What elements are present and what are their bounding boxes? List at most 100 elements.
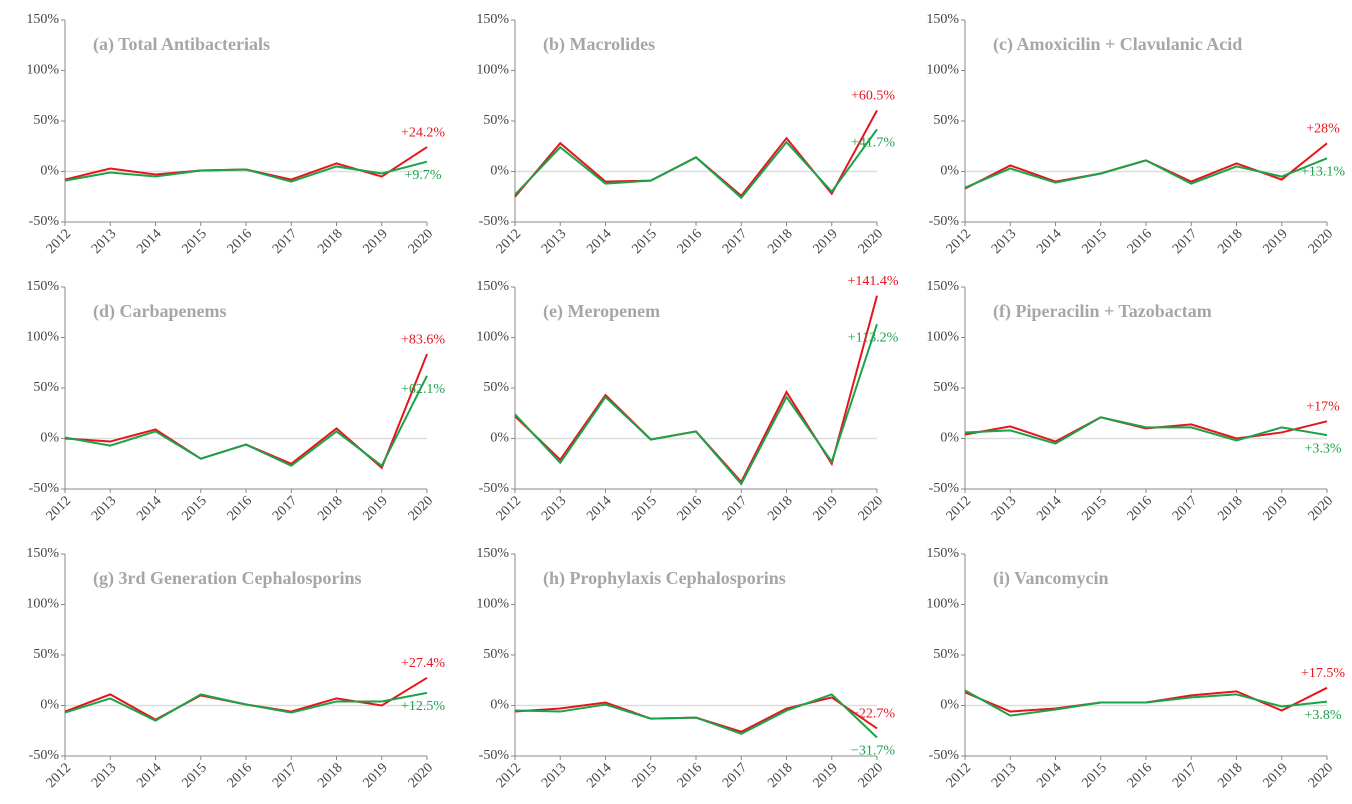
- series-line: [64, 375, 428, 468]
- x-tick-label: 2012: [44, 493, 74, 523]
- x-tick-label: 2016: [675, 226, 705, 256]
- x-tick-label: 2017: [720, 226, 750, 256]
- panel-title: (d) Carbapenems: [93, 301, 227, 322]
- y-tick-label: 100%: [476, 597, 509, 612]
- x-tick-label: 2012: [494, 493, 524, 523]
- y-tick-label: 100%: [26, 597, 59, 612]
- x-tick-label: 2013: [539, 493, 569, 523]
- x-tick-label: 2014: [584, 226, 614, 256]
- x-tick-label: 2012: [44, 226, 74, 256]
- value-label: +28%: [1306, 121, 1340, 136]
- series-line: [64, 676, 428, 721]
- y-tick-label: 150%: [26, 546, 59, 561]
- value-label: −31.7%: [851, 744, 895, 759]
- x-tick-label: 2014: [134, 760, 164, 790]
- series-line: [964, 686, 1328, 713]
- x-tick-label: 2012: [494, 226, 524, 256]
- y-tick-label: 150%: [476, 546, 509, 561]
- x-tick-label: 2017: [720, 760, 750, 790]
- value-label: +13.1%: [1301, 164, 1345, 179]
- x-tick-label: 2017: [720, 493, 750, 523]
- y-tick-label: -50%: [29, 481, 60, 496]
- x-tick-label: 2014: [134, 226, 164, 256]
- x-tick-label: 2016: [225, 493, 255, 523]
- y-tick-label: 100%: [926, 330, 959, 345]
- value-label: +62.1%: [401, 382, 445, 397]
- y-tick-label: 0%: [40, 698, 59, 713]
- x-tick-label: 2018: [1215, 760, 1245, 790]
- y-tick-label: 50%: [933, 380, 959, 395]
- x-tick-label: 2014: [584, 493, 614, 523]
- panel: -50% 0% 50% 100% 150% 2012 2013 2014 2015 2016 201…: [26, 546, 445, 791]
- x-tick-label: 2017: [270, 493, 300, 523]
- x-tick-label: 2012: [944, 226, 974, 256]
- x-tick-label: 2015: [629, 226, 659, 256]
- x-tick-label: 2019: [810, 493, 840, 523]
- panel: -50% 0% 50% 100% 150% 2012 2013 2014 2015 2016 201…: [476, 546, 895, 791]
- x-tick-label: 2016: [225, 226, 255, 256]
- x-tick-label: 2014: [1034, 760, 1064, 790]
- y-tick-label: -50%: [479, 748, 510, 763]
- value-label: +3.8%: [1304, 708, 1341, 723]
- x-tick-label: 2020: [406, 493, 436, 523]
- panel: -50% 0% 50% 100% 150% 2012 2013 2014 2015 2016 201…: [926, 546, 1345, 791]
- series-line: [514, 323, 878, 486]
- y-tick-label: 150%: [476, 12, 509, 27]
- y-tick-label: 50%: [933, 113, 959, 128]
- x-tick-label: 2018: [315, 493, 345, 523]
- x-tick-label: 2018: [765, 493, 795, 523]
- y-tick-label: -50%: [929, 481, 960, 496]
- panel-title: (a) Total Antibacterials: [93, 34, 270, 55]
- value-label: +41.7%: [851, 136, 895, 151]
- y-tick-label: 50%: [483, 380, 509, 395]
- panel: -50% 0% 50% 100% 150% 2012 2013 2014 2015 2016 201…: [26, 12, 445, 257]
- panel: -50% 0% 50% 100% 150% 2012 2013 2014 2015 2016 201…: [476, 12, 895, 257]
- y-tick-label: 100%: [926, 597, 959, 612]
- x-tick-label: 2020: [406, 226, 436, 256]
- series-line: [514, 295, 878, 484]
- x-tick-label: 2013: [89, 226, 119, 256]
- y-tick-label: -50%: [929, 214, 960, 229]
- y-tick-label: 50%: [33, 647, 59, 662]
- x-tick-label: 2018: [315, 760, 345, 790]
- x-tick-label: 2018: [1215, 493, 1245, 523]
- y-tick-label: 0%: [490, 164, 509, 179]
- y-tick-label: 100%: [926, 63, 959, 78]
- x-tick-label: 2020: [856, 760, 886, 790]
- y-tick-label: 0%: [490, 431, 509, 446]
- x-tick-label: 2015: [179, 226, 209, 256]
- y-tick-label: 50%: [33, 380, 59, 395]
- x-tick-label: 2016: [225, 760, 255, 790]
- x-tick-label: 2013: [989, 226, 1019, 256]
- panel: -50% 0% 50% 100% 150% 2012 2013 2014 2015 2016 201…: [926, 12, 1345, 257]
- x-tick-label: 2019: [360, 226, 390, 256]
- value-label: +27.4%: [401, 656, 445, 671]
- y-tick-label: 150%: [26, 12, 59, 27]
- panel-title: (b) Macrolides: [543, 34, 655, 55]
- panel-title: (c) Amoxicilin + Clavulanic Acid: [993, 34, 1242, 55]
- x-tick-label: 2016: [675, 760, 705, 790]
- x-tick-label: 2017: [270, 760, 300, 790]
- panel: -50% 0% 50% 100% 150% 2012 2013 2014 2015 2016 201…: [26, 279, 445, 524]
- x-tick-label: 2015: [1079, 760, 1109, 790]
- x-tick-label: 2020: [1306, 760, 1336, 790]
- x-tick-label: 2018: [765, 760, 795, 790]
- series-line: [514, 693, 878, 739]
- y-tick-label: 0%: [940, 164, 959, 179]
- x-tick-label: 2012: [944, 760, 974, 790]
- x-tick-label: 2020: [1306, 226, 1336, 256]
- x-tick-label: 2017: [1170, 493, 1200, 523]
- x-tick-label: 2019: [810, 226, 840, 256]
- x-tick-label: 2019: [1260, 493, 1290, 523]
- value-label: −22.7%: [851, 707, 895, 722]
- panel-title: (g) 3rd Generation Cephalosporins: [93, 568, 362, 589]
- x-tick-label: 2017: [270, 226, 300, 256]
- y-tick-label: 0%: [490, 698, 509, 713]
- y-tick-label: 0%: [940, 431, 959, 446]
- y-tick-label: 100%: [26, 330, 59, 345]
- x-tick-label: 2020: [406, 760, 436, 790]
- series-line: [964, 416, 1328, 445]
- y-tick-label: 150%: [926, 546, 959, 561]
- x-tick-label: 2019: [360, 760, 390, 790]
